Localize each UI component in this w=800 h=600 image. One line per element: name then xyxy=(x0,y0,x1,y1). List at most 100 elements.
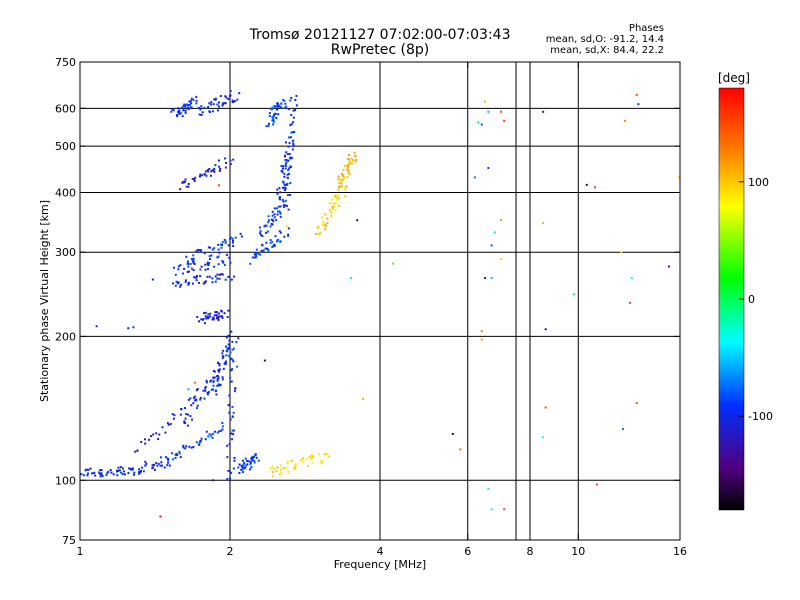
data-point xyxy=(221,243,224,246)
data-point xyxy=(287,234,290,237)
data-point xyxy=(344,195,347,198)
data-point xyxy=(265,125,268,128)
data-point xyxy=(228,411,231,414)
data-point xyxy=(265,241,268,244)
data-point xyxy=(172,458,175,461)
data-point xyxy=(480,123,483,126)
data-point xyxy=(138,468,141,471)
data-point xyxy=(228,339,231,342)
data-point xyxy=(161,426,164,429)
data-point xyxy=(203,173,206,176)
data-point xyxy=(232,467,235,470)
y-tick-label: 300 xyxy=(55,246,76,259)
data-point xyxy=(211,248,214,251)
x-tick-label: 6 xyxy=(464,545,471,558)
data-point xyxy=(227,469,230,472)
data-point xyxy=(187,183,190,186)
data-point xyxy=(287,159,290,162)
data-point xyxy=(211,110,214,113)
data-point xyxy=(487,110,490,113)
data-point xyxy=(192,261,195,264)
data-point xyxy=(493,231,496,234)
data-point xyxy=(100,469,103,472)
data-point xyxy=(317,226,320,229)
data-point xyxy=(214,275,217,278)
data-point xyxy=(177,107,180,110)
data-point xyxy=(354,158,357,161)
data-point xyxy=(204,311,207,314)
data-point xyxy=(289,194,292,197)
data-point xyxy=(487,167,490,170)
data-point xyxy=(272,123,275,126)
data-point xyxy=(201,174,204,177)
data-point xyxy=(232,411,235,414)
data-point xyxy=(248,460,251,463)
data-point xyxy=(158,433,161,436)
data-point xyxy=(230,330,233,333)
data-point xyxy=(275,108,278,111)
data-point xyxy=(181,115,184,118)
data-point xyxy=(337,175,340,178)
data-point xyxy=(480,330,483,333)
data-point xyxy=(593,186,596,189)
data-point xyxy=(159,464,162,467)
data-point xyxy=(218,364,221,367)
data-point xyxy=(215,311,218,314)
data-point xyxy=(195,99,198,102)
data-point xyxy=(241,470,244,473)
data-point xyxy=(284,187,287,190)
data-point xyxy=(246,459,249,462)
data-point xyxy=(218,165,221,168)
data-point xyxy=(250,457,253,460)
y-tick-label: 500 xyxy=(55,140,76,153)
data-point xyxy=(207,313,210,316)
data-point xyxy=(216,361,219,364)
data-point xyxy=(283,189,286,192)
data-point xyxy=(226,347,229,350)
data-point xyxy=(243,466,246,469)
data-point xyxy=(211,169,214,172)
data-point xyxy=(209,246,212,249)
data-point xyxy=(254,453,257,456)
data-point xyxy=(293,467,296,470)
data-point xyxy=(221,352,224,355)
data-point xyxy=(216,256,219,259)
data-point xyxy=(191,260,194,263)
data-point xyxy=(241,459,244,462)
data-point xyxy=(282,204,285,207)
data-point xyxy=(287,208,290,211)
data-point xyxy=(219,315,222,318)
data-point xyxy=(677,176,680,179)
data-point xyxy=(229,237,232,240)
data-point xyxy=(203,252,206,255)
data-point xyxy=(171,108,174,111)
data-point xyxy=(284,154,287,157)
data-point xyxy=(278,196,281,199)
data-point xyxy=(319,231,322,234)
data-point xyxy=(338,182,341,185)
data-point xyxy=(274,235,277,238)
data-point xyxy=(330,198,333,201)
data-point xyxy=(346,164,349,167)
data-point xyxy=(330,214,333,217)
data-point xyxy=(225,161,228,164)
data-point xyxy=(484,276,487,279)
x-tick-label: 1 xyxy=(77,545,84,558)
data-point xyxy=(179,188,182,191)
data-point xyxy=(279,464,282,467)
data-point xyxy=(166,457,169,460)
data-point xyxy=(202,282,205,285)
data-point xyxy=(306,457,309,460)
data-point xyxy=(164,431,167,434)
data-point xyxy=(222,102,225,105)
data-point xyxy=(176,453,179,456)
data-point xyxy=(213,247,216,250)
data-point xyxy=(271,119,274,122)
colorbar-tick-label: 0 xyxy=(748,293,755,306)
data-point xyxy=(206,267,209,270)
data-point xyxy=(500,258,503,261)
data-point xyxy=(208,275,211,278)
data-point xyxy=(287,233,290,236)
data-point xyxy=(221,425,224,428)
data-point xyxy=(249,262,252,265)
